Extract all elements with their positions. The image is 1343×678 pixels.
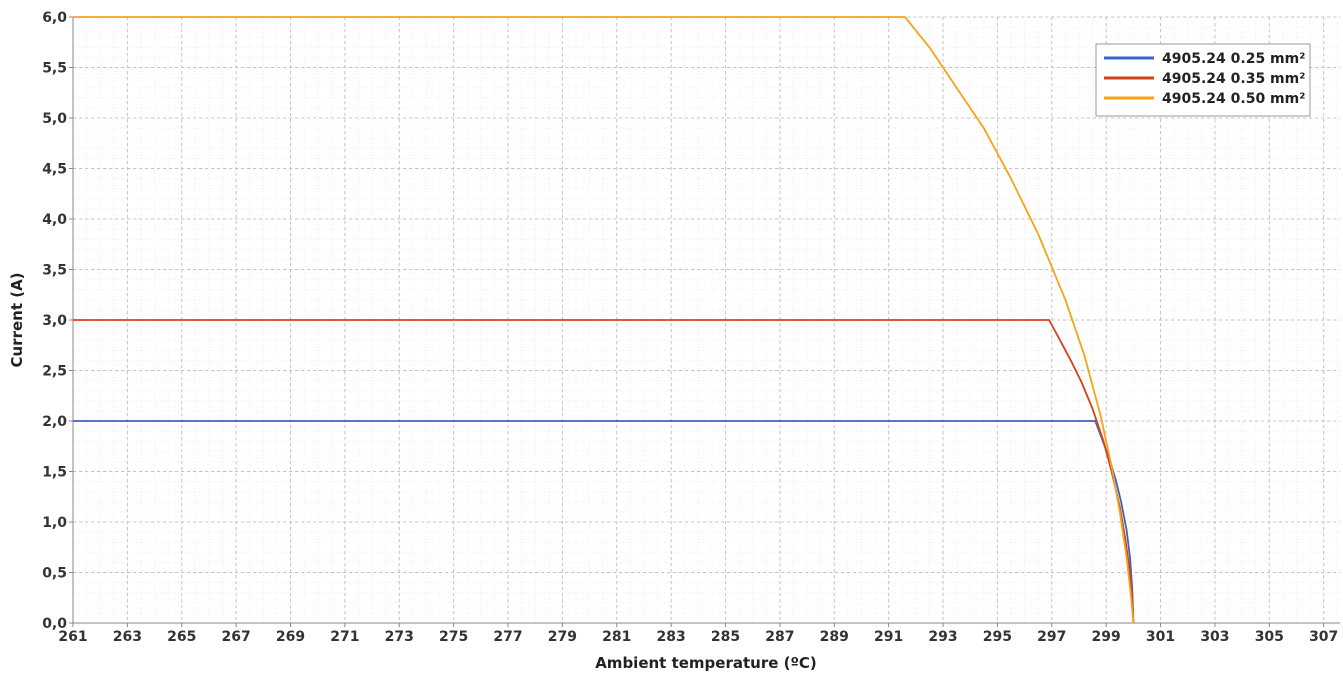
legend-label-3: 4905.24 0.50 mm² <box>1162 91 1305 107</box>
x-tick-label: 277 <box>493 629 522 645</box>
legend-label-2: 4905.24 0.35 mm² <box>1162 71 1305 87</box>
y-tick-label: 0,5 <box>42 566 67 582</box>
series-line-1 <box>73 420 1135 624</box>
y-tick-label: 5,0 <box>42 111 67 127</box>
y-tick-label: 2,0 <box>42 414 67 430</box>
y-tick-label: 0,0 <box>42 616 67 632</box>
y-tick-label: 3,5 <box>42 263 67 279</box>
x-axis-ticks: 261 263 265 267 269 271 273 275 277 279 281 283 285 2… <box>58 623 1338 645</box>
x-tick-label: 301 <box>1146 629 1175 645</box>
y-tick-label: 6,0 <box>42 10 67 26</box>
y-tick-label: 3,0 <box>42 313 67 329</box>
y-tick-label: 5,5 <box>42 61 67 77</box>
x-tick-label: 305 <box>1255 629 1284 645</box>
x-tick-label: 273 <box>385 629 414 645</box>
x-tick-label: 293 <box>928 629 957 645</box>
y-tick-label: 1,5 <box>42 465 67 481</box>
legend-label-1: 4905.24 0.25 mm² <box>1162 51 1305 67</box>
x-tick-label: 281 <box>602 629 631 645</box>
y-tick-label: 4,0 <box>42 212 67 228</box>
legend-box <box>1095 43 1311 117</box>
x-tick-label: 275 <box>439 629 468 645</box>
x-tick-label: 297 <box>1037 629 1066 645</box>
series-layer <box>73 16 1135 624</box>
y-tick-label: 1,0 <box>42 515 67 531</box>
series-line-3 <box>73 16 1135 624</box>
x-tick-label: 303 <box>1200 629 1229 645</box>
x-tick-label: 289 <box>820 629 849 645</box>
x-tick-label: 307 <box>1309 629 1338 645</box>
series-line-2 <box>73 319 1135 624</box>
y-axis-title: Current (A) <box>8 272 26 367</box>
x-tick-label: 287 <box>765 629 794 645</box>
x-tick-label: 291 <box>874 629 903 645</box>
x-tick-label: 269 <box>276 629 305 645</box>
x-tick-label: 295 <box>983 629 1012 645</box>
x-tick-label: 279 <box>548 629 577 645</box>
x-tick-label: 261 <box>58 629 87 645</box>
y-axis-ticks: 0,0 0,5 1,0 1,5 2,0 2,5 3,0 3,5 4,0 4,5 5,0 5,5 6,0 <box>42 10 73 632</box>
y-tick-label: 2,5 <box>42 364 67 380</box>
y-tick-label: 4,5 <box>42 162 67 178</box>
x-tick-label: 283 <box>657 629 686 645</box>
x-tick-label: 267 <box>222 629 251 645</box>
x-tick-label: 271 <box>330 629 359 645</box>
x-tick-label: 285 <box>711 629 740 645</box>
legend: 4905.24 0.25 mm² 4905.24 0.35 mm² 4905.24 … <box>1095 43 1311 117</box>
x-tick-label: 299 <box>1092 629 1121 645</box>
x-axis-title: Ambient temperature (ºC) <box>595 654 817 672</box>
x-tick-label: 265 <box>167 629 196 645</box>
x-tick-label: 263 <box>113 629 142 645</box>
